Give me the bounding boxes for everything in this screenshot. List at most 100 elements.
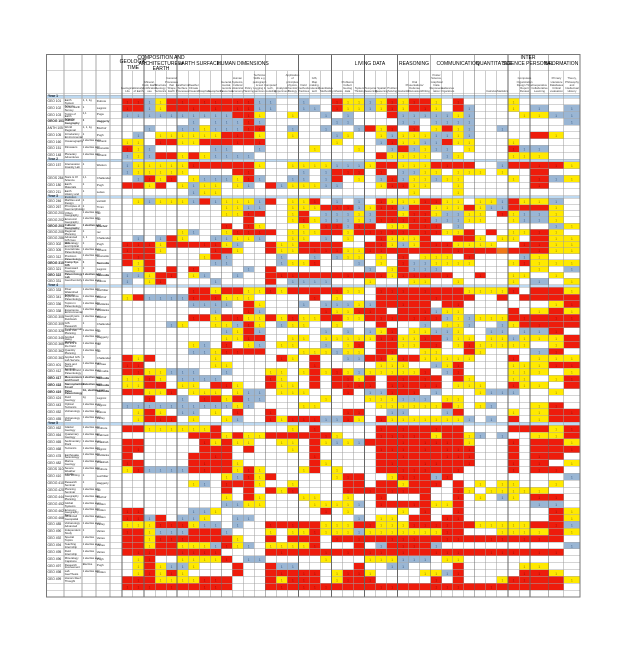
svg-text:1: 1 — [215, 317, 217, 321]
svg-text:1: 1 — [336, 255, 338, 259]
svg-text:1: 1 — [369, 212, 371, 216]
svg-text:1: 1 — [259, 164, 261, 168]
svg-text:1: 1 — [571, 268, 573, 272]
svg-text:1: 1 — [502, 496, 504, 500]
svg-text:1: 1 — [193, 391, 195, 395]
svg-text:1: 1 — [571, 411, 573, 415]
svg-text:1: 1 — [480, 218, 482, 222]
svg-text:1: 1 — [524, 154, 526, 158]
svg-text:1: 1 — [160, 237, 162, 241]
svg-text:1: 1 — [292, 441, 294, 445]
svg-text:1: 1 — [248, 171, 250, 175]
svg-text:1: 1 — [270, 290, 272, 294]
svg-text:1: 1 — [538, 469, 540, 473]
svg-text:1: 1 — [127, 141, 129, 145]
svg-text:1: 1 — [215, 303, 217, 307]
svg-text:1: 1 — [127, 164, 129, 168]
svg-text:1: 1 — [314, 148, 316, 152]
svg-text:1: 1 — [446, 476, 448, 480]
svg-text:1: 1 — [424, 178, 426, 182]
svg-text:1: 1 — [391, 127, 393, 131]
svg-text:1: 1 — [502, 537, 504, 541]
svg-text:1: 1 — [347, 274, 349, 278]
svg-text:1: 1 — [424, 141, 426, 145]
svg-text:1: 1 — [538, 249, 540, 253]
svg-text:1: 1 — [226, 121, 228, 125]
svg-text:1: 1 — [424, 231, 426, 235]
svg-text:1: 1 — [502, 290, 504, 294]
svg-text:1: 1 — [513, 384, 515, 388]
svg-text:1: 1 — [424, 225, 426, 229]
svg-text:1: 1 — [424, 212, 426, 216]
svg-text:1: 1 — [555, 404, 557, 408]
svg-text:1: 1 — [402, 448, 404, 452]
svg-text:1: 1 — [270, 531, 272, 535]
svg-text:1: 1 — [248, 127, 250, 131]
svg-text:1: 1 — [193, 268, 195, 272]
svg-text:1: 1 — [435, 134, 437, 138]
svg-text:1: 1 — [193, 384, 195, 388]
svg-text:1: 1 — [538, 337, 540, 341]
svg-text:1: 1 — [149, 517, 151, 521]
svg-text:1: 1 — [314, 107, 316, 111]
svg-text:1: 1 — [391, 434, 393, 438]
svg-text:1: 1 — [402, 141, 404, 145]
svg-text:1: 1 — [292, 323, 294, 327]
svg-text:1: 1 — [524, 344, 526, 348]
svg-text:1: 1 — [226, 398, 228, 402]
svg-text:1: 1 — [237, 537, 239, 541]
svg-text:1: 1 — [248, 434, 250, 438]
svg-text:1: 1 — [127, 517, 129, 521]
svg-text:1: 1 — [226, 237, 228, 241]
svg-text:1: 1 — [358, 225, 360, 229]
svg-text:1: 1 — [226, 148, 228, 152]
svg-text:1: 1 — [571, 225, 573, 229]
svg-text:1: 1 — [259, 330, 261, 334]
svg-text:1: 1 — [149, 371, 151, 375]
svg-text:1: 1 — [446, 357, 448, 361]
svg-text:1: 1 — [127, 462, 129, 466]
svg-text:1: 1 — [160, 141, 162, 145]
svg-text:1: 1 — [457, 225, 459, 229]
svg-text:1: 1 — [149, 178, 151, 182]
svg-text:1: 1 — [182, 579, 184, 583]
svg-text:1: 1 — [424, 255, 426, 259]
svg-text:1: 1 — [160, 243, 162, 247]
svg-text:1: 1 — [402, 489, 404, 493]
svg-text:1: 1 — [248, 121, 250, 125]
svg-text:1: 1 — [138, 100, 140, 104]
svg-text:1: 1 — [171, 586, 173, 590]
svg-text:1: 1 — [380, 249, 382, 253]
svg-text:1: 1 — [226, 476, 228, 480]
svg-text:1: 1 — [513, 482, 515, 486]
svg-text:1: 1 — [325, 303, 327, 307]
svg-text:1: 1 — [358, 127, 360, 131]
svg-text:1: 1 — [347, 134, 349, 138]
svg-text:1: 1 — [435, 434, 437, 438]
svg-text:1: 1 — [555, 200, 557, 204]
svg-text:1: 1 — [160, 469, 162, 473]
svg-text:1: 1 — [237, 317, 239, 321]
svg-text:1: 1 — [555, 303, 557, 307]
svg-text:1: 1 — [303, 531, 305, 535]
svg-text:1: 1 — [237, 411, 239, 415]
svg-text:1: 1 — [402, 476, 404, 480]
svg-text:1: 1 — [424, 114, 426, 118]
svg-text:1: 1 — [127, 469, 129, 473]
svg-text:1: 1 — [193, 164, 195, 168]
svg-text:1: 1 — [402, 114, 404, 118]
svg-text:1: 1 — [391, 448, 393, 452]
svg-text:1: 1 — [193, 317, 195, 321]
svg-text:1: 1 — [468, 107, 470, 111]
svg-text:1: 1 — [555, 482, 557, 486]
svg-text:1: 1 — [369, 164, 371, 168]
svg-text:1: 1 — [435, 218, 437, 222]
svg-text:1: 1 — [413, 212, 415, 216]
svg-text:1: 1 — [303, 350, 305, 354]
svg-text:1: 1 — [182, 411, 184, 415]
svg-text:1: 1 — [369, 524, 371, 528]
svg-text:1: 1 — [204, 184, 206, 188]
svg-text:1: 1 — [237, 121, 239, 125]
svg-text:1: 1 — [226, 371, 228, 375]
svg-text:1: 1 — [358, 572, 360, 576]
